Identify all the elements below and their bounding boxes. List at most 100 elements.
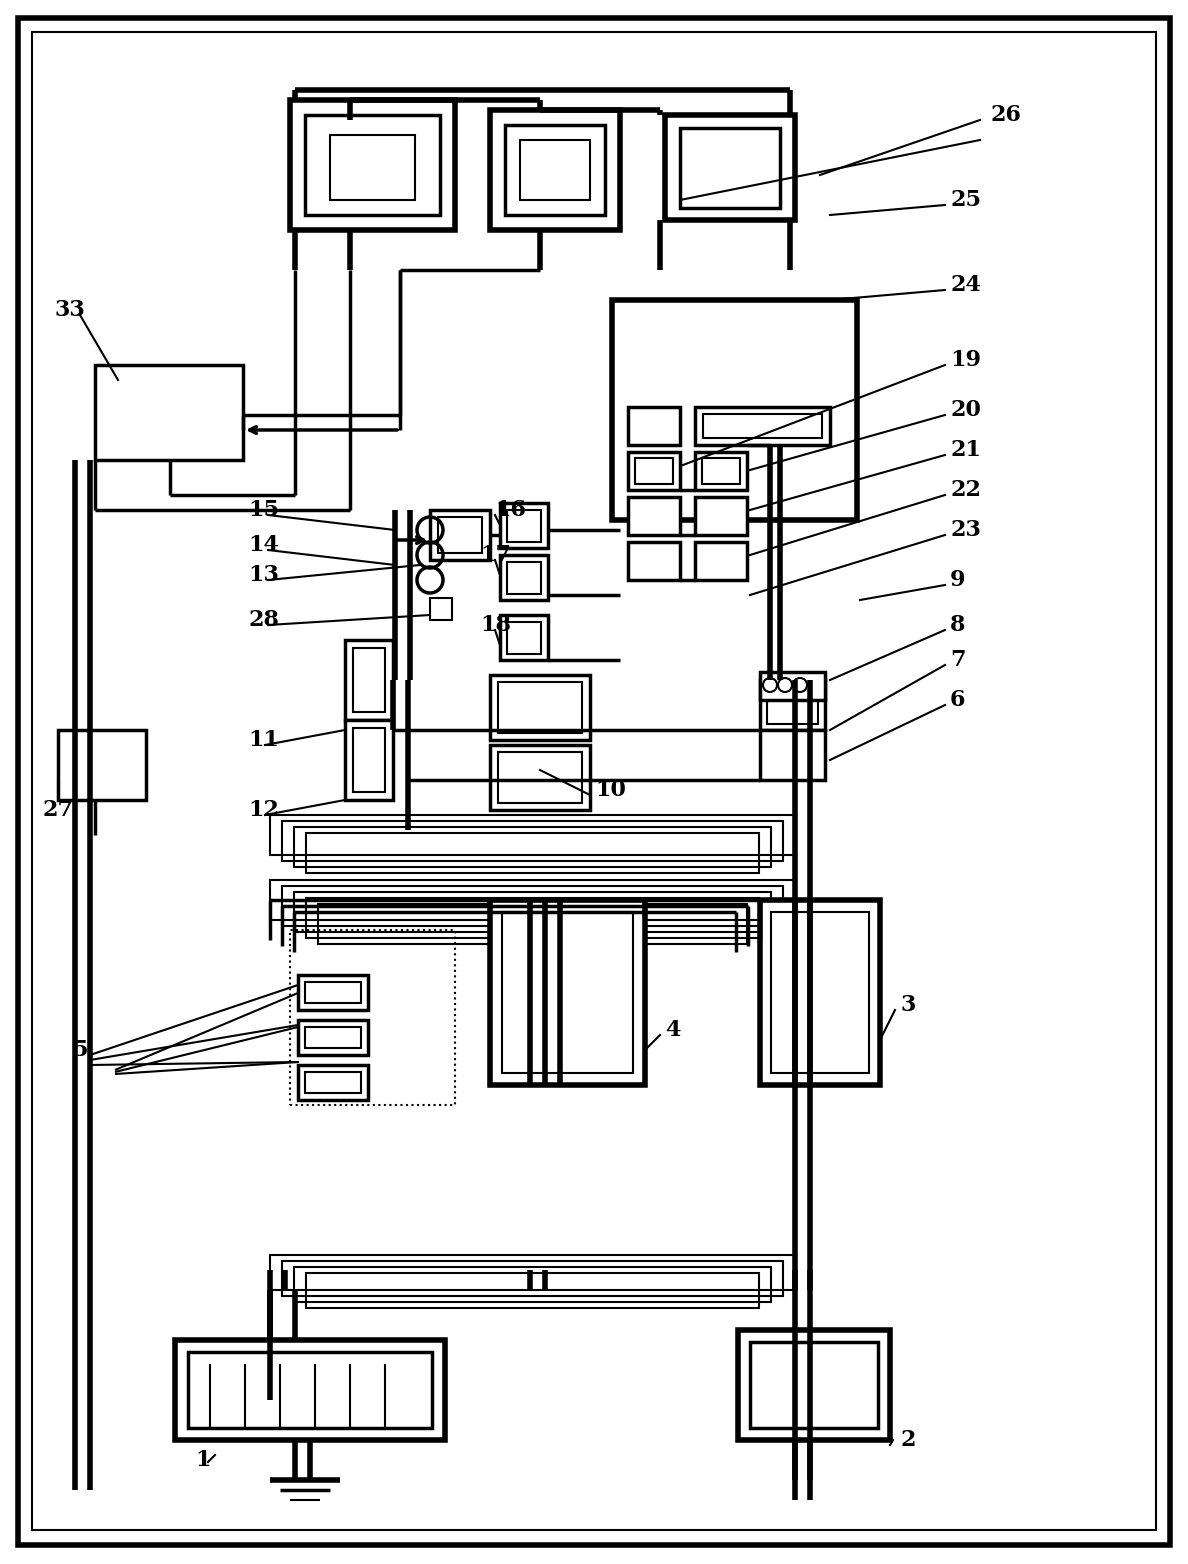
Bar bbox=[305, 1028, 361, 1048]
Bar bbox=[628, 497, 680, 535]
Bar bbox=[767, 688, 819, 724]
Bar bbox=[305, 982, 361, 1003]
Bar bbox=[489, 899, 645, 1085]
Text: 9: 9 bbox=[950, 569, 966, 591]
Bar bbox=[58, 730, 146, 801]
Text: 19: 19 bbox=[950, 349, 981, 371]
Text: 18: 18 bbox=[480, 615, 511, 637]
Bar bbox=[505, 125, 605, 214]
Bar bbox=[282, 885, 783, 926]
Bar bbox=[489, 109, 620, 230]
Bar bbox=[680, 128, 781, 208]
Text: 24: 24 bbox=[950, 274, 981, 296]
Bar bbox=[500, 555, 548, 601]
Bar bbox=[498, 752, 582, 802]
Text: 28: 28 bbox=[248, 608, 279, 630]
Bar bbox=[702, 458, 740, 483]
Text: 1: 1 bbox=[195, 1448, 210, 1472]
Bar bbox=[353, 727, 385, 791]
Text: 27: 27 bbox=[42, 799, 72, 821]
Bar bbox=[507, 561, 541, 594]
Bar bbox=[703, 414, 822, 438]
Bar bbox=[695, 543, 747, 580]
Bar bbox=[318, 904, 747, 945]
Text: 13: 13 bbox=[248, 565, 279, 586]
Bar bbox=[293, 1267, 771, 1301]
Bar bbox=[290, 100, 455, 230]
Text: 25: 25 bbox=[950, 189, 981, 211]
Bar bbox=[307, 1273, 759, 1308]
Bar bbox=[507, 510, 541, 543]
Text: 12: 12 bbox=[248, 799, 279, 821]
Bar bbox=[628, 407, 680, 446]
Bar bbox=[507, 622, 541, 654]
Bar bbox=[353, 647, 385, 712]
Text: 14: 14 bbox=[248, 533, 279, 555]
Bar bbox=[695, 452, 747, 490]
Bar bbox=[612, 300, 857, 519]
Text: 22: 22 bbox=[950, 479, 981, 500]
Text: 15: 15 bbox=[248, 499, 279, 521]
Text: 11: 11 bbox=[248, 729, 279, 751]
Bar bbox=[305, 1071, 361, 1093]
Text: 8: 8 bbox=[950, 615, 966, 637]
Bar bbox=[270, 881, 795, 920]
Bar bbox=[628, 543, 680, 580]
Bar bbox=[760, 899, 880, 1085]
Bar bbox=[500, 504, 548, 547]
Bar bbox=[520, 141, 590, 200]
Bar bbox=[750, 1342, 878, 1428]
Bar bbox=[305, 116, 440, 214]
Bar bbox=[489, 676, 590, 740]
Text: 20: 20 bbox=[950, 399, 981, 421]
Bar bbox=[500, 615, 548, 660]
Bar bbox=[430, 597, 451, 619]
Text: 16: 16 bbox=[495, 499, 526, 521]
Text: 17: 17 bbox=[480, 544, 511, 566]
Bar bbox=[345, 640, 393, 719]
Bar bbox=[345, 719, 393, 801]
Text: 6: 6 bbox=[950, 690, 966, 712]
Bar bbox=[636, 458, 672, 483]
Text: 33: 33 bbox=[55, 299, 86, 321]
Bar bbox=[282, 1261, 783, 1297]
Bar bbox=[665, 116, 795, 221]
Bar bbox=[298, 1020, 368, 1056]
Bar bbox=[298, 1065, 368, 1099]
Bar bbox=[330, 135, 415, 200]
Bar bbox=[695, 407, 830, 446]
Bar bbox=[628, 452, 680, 490]
Bar bbox=[282, 821, 783, 862]
Bar bbox=[270, 1254, 795, 1290]
Bar bbox=[760, 673, 824, 701]
Text: 21: 21 bbox=[950, 439, 981, 461]
Bar bbox=[188, 1351, 432, 1428]
Bar bbox=[307, 898, 759, 938]
Text: 26: 26 bbox=[990, 103, 1020, 127]
Bar bbox=[290, 931, 455, 1106]
Bar bbox=[95, 364, 244, 460]
Bar bbox=[760, 730, 824, 780]
Bar bbox=[293, 891, 771, 932]
Bar bbox=[695, 497, 747, 535]
Bar bbox=[498, 682, 582, 734]
Bar bbox=[270, 815, 795, 856]
Bar bbox=[175, 1340, 446, 1440]
Text: 4: 4 bbox=[665, 1020, 681, 1042]
Bar bbox=[738, 1329, 890, 1440]
Text: 5: 5 bbox=[72, 1038, 88, 1060]
Bar bbox=[438, 518, 482, 554]
Text: 23: 23 bbox=[950, 519, 981, 541]
Bar bbox=[503, 912, 633, 1073]
Bar bbox=[298, 974, 368, 1010]
Text: 10: 10 bbox=[595, 779, 626, 801]
Bar bbox=[760, 680, 824, 730]
Bar bbox=[293, 827, 771, 866]
Bar bbox=[307, 834, 759, 873]
Text: 2: 2 bbox=[901, 1429, 916, 1451]
Bar bbox=[489, 744, 590, 810]
Bar bbox=[430, 510, 489, 560]
Text: 3: 3 bbox=[901, 995, 916, 1017]
Bar bbox=[771, 912, 868, 1073]
Text: 7: 7 bbox=[950, 649, 966, 671]
